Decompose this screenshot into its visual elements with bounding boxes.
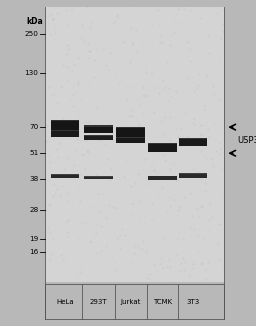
Text: 38: 38	[29, 176, 38, 182]
Text: 293T: 293T	[90, 299, 107, 304]
Bar	[148, 175, 177, 176]
Text: kDa: kDa	[27, 17, 44, 26]
Text: Jurkat: Jurkat	[120, 299, 141, 304]
Text: 19: 19	[29, 236, 38, 242]
Bar	[51, 130, 79, 131]
Bar	[51, 174, 79, 178]
Bar	[84, 176, 113, 179]
Bar	[84, 176, 113, 177]
Text: 250: 250	[25, 31, 38, 37]
Bar	[179, 138, 207, 146]
Bar	[116, 137, 145, 143]
Bar	[51, 120, 79, 130]
Text: TCMK: TCMK	[153, 299, 172, 304]
Bar	[84, 135, 113, 136]
Text: 28: 28	[29, 207, 38, 213]
Text: 16: 16	[29, 249, 38, 255]
Text: HeLa: HeLa	[57, 299, 74, 304]
Bar	[148, 175, 177, 180]
Bar	[148, 143, 177, 144]
Bar	[51, 130, 79, 137]
Text: USP39: USP39	[237, 136, 256, 145]
Bar	[148, 143, 177, 152]
Bar	[179, 173, 207, 178]
Bar	[179, 173, 207, 174]
Bar	[45, 7, 224, 282]
Bar	[84, 125, 113, 134]
Text: 130: 130	[25, 70, 38, 76]
Bar	[116, 127, 145, 137]
Text: 70: 70	[29, 124, 38, 130]
Bar	[51, 120, 79, 121]
Text: 51: 51	[29, 150, 38, 156]
Bar	[179, 138, 207, 139]
Bar	[116, 127, 145, 128]
Bar	[116, 137, 145, 138]
Text: 3T3: 3T3	[187, 299, 200, 304]
Bar	[84, 135, 113, 140]
